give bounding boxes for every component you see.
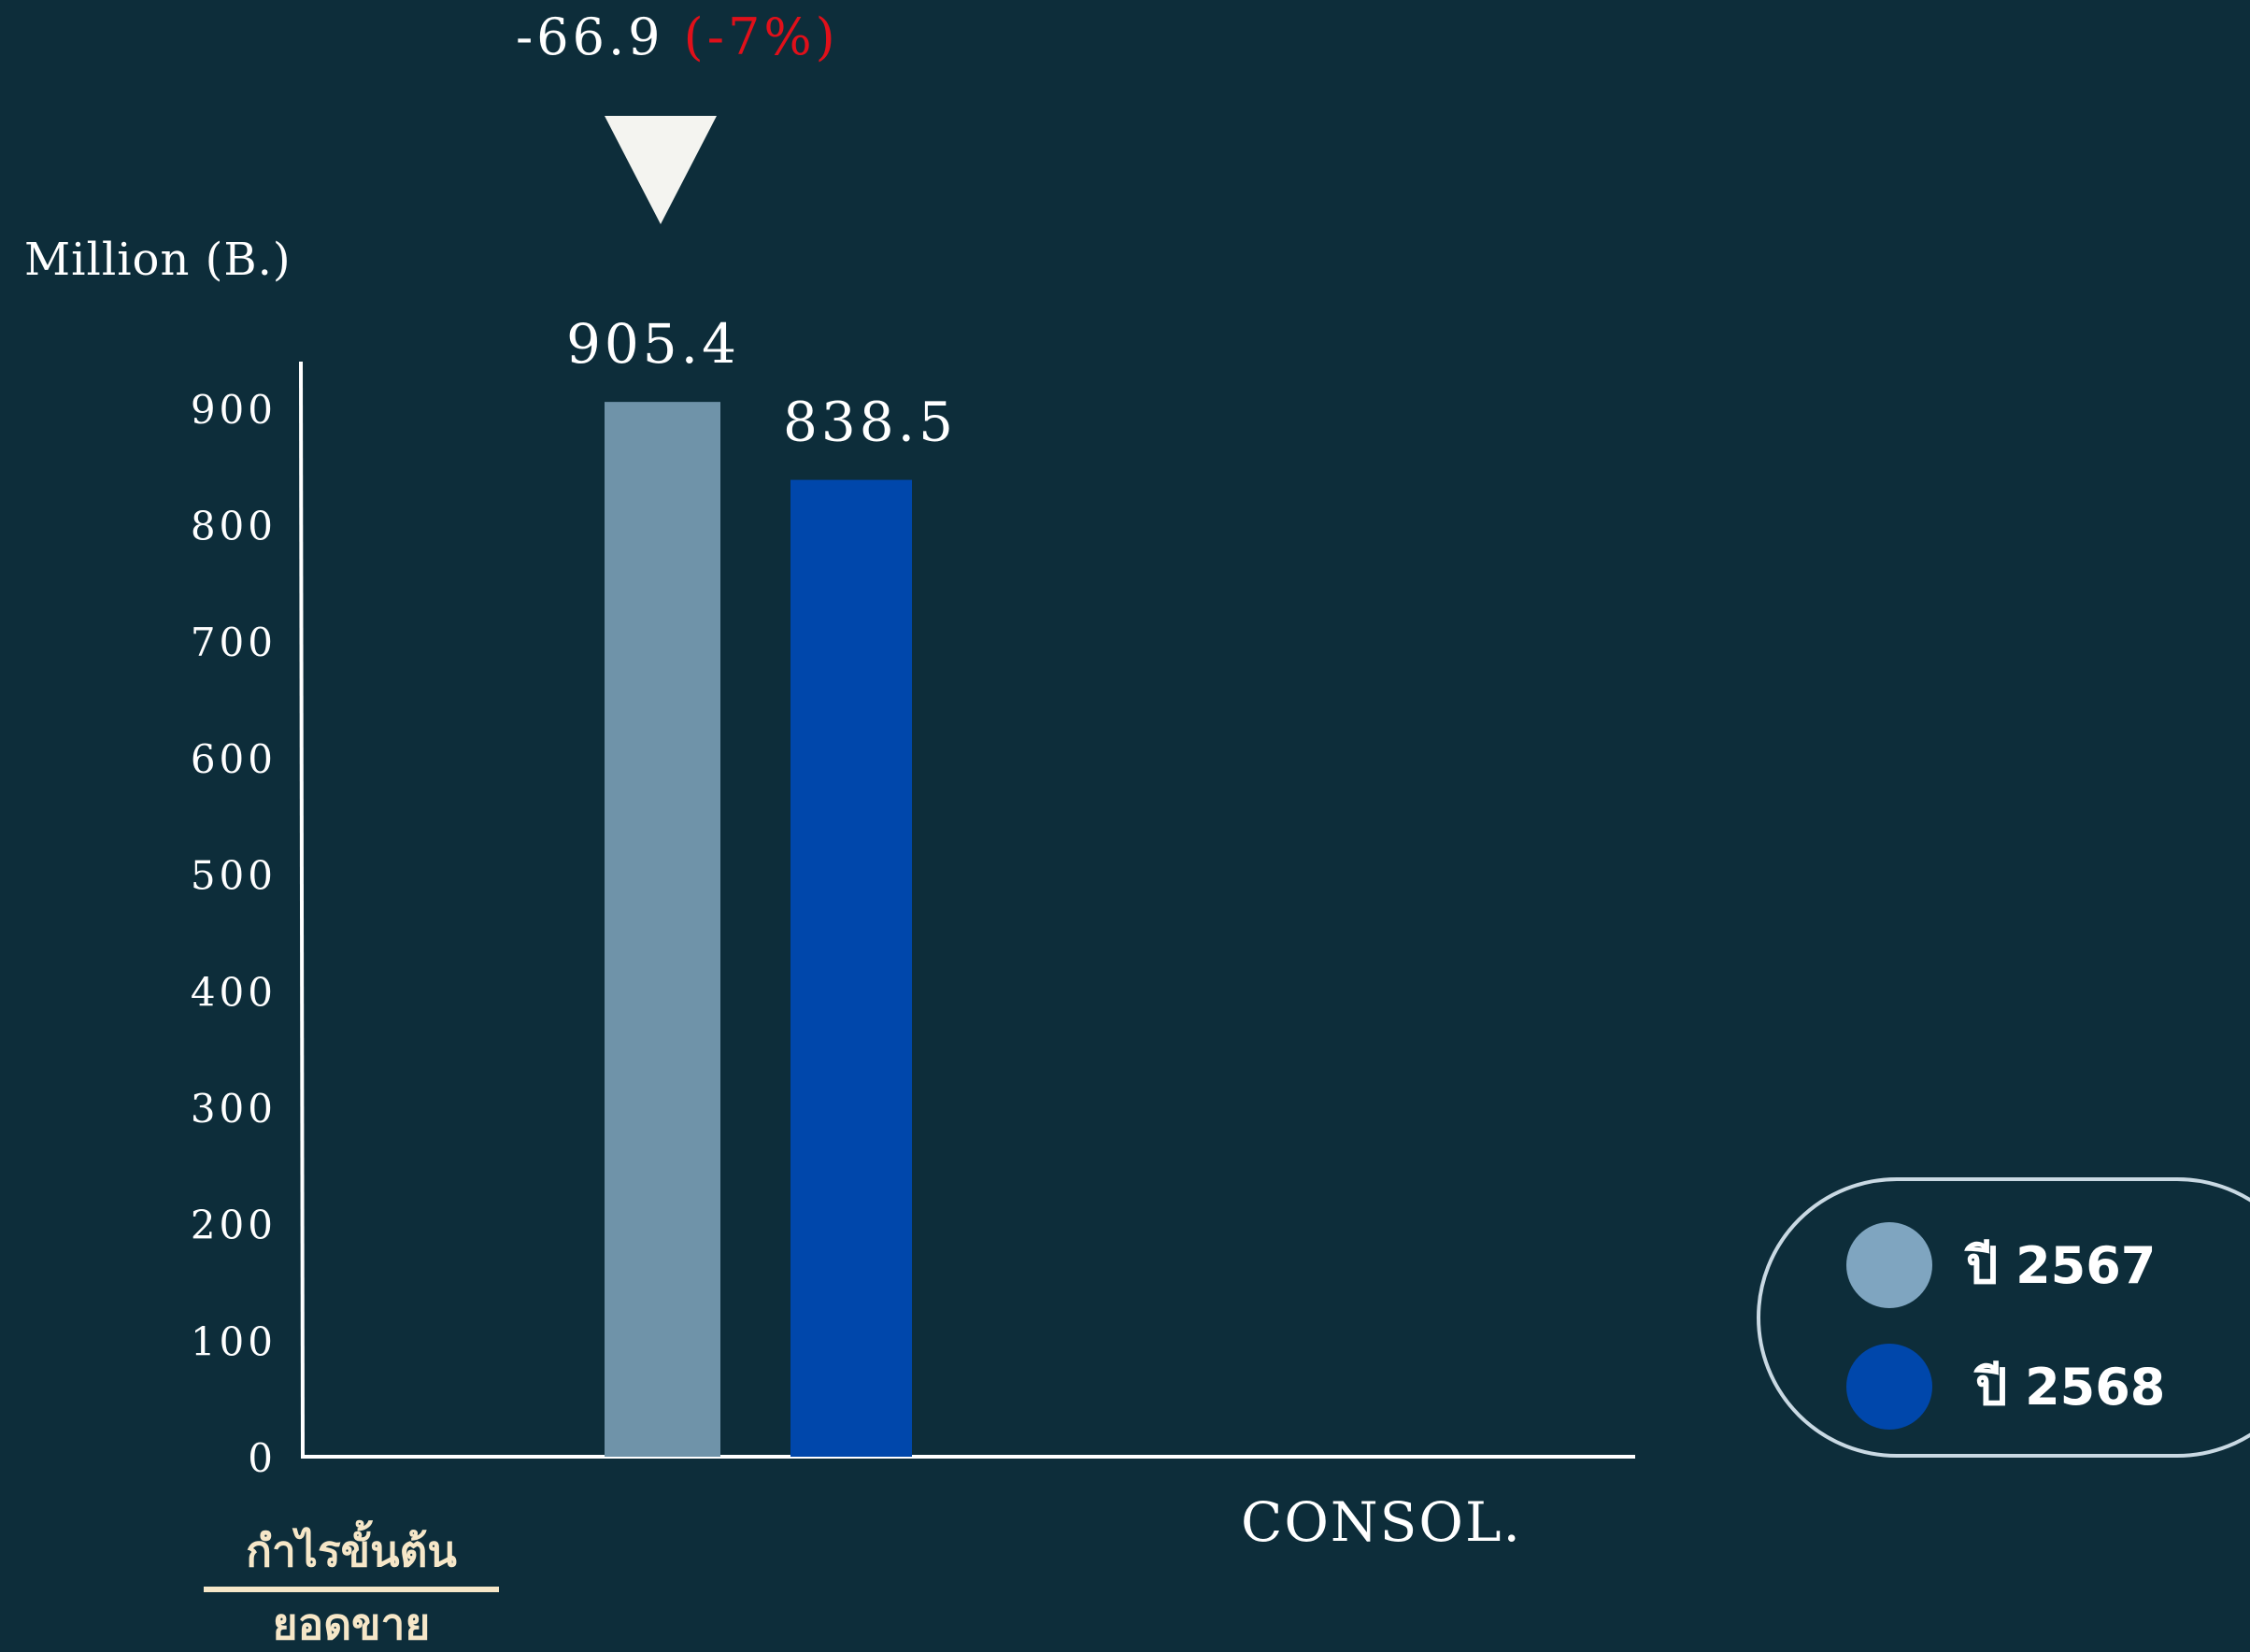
y-axis-ticks: 0 100 200 300 400 500 600 700 800 900 bbox=[191, 387, 277, 1481]
bar-series-0 bbox=[605, 402, 720, 1457]
ratio-divider bbox=[204, 1587, 499, 1592]
down-triangle-icon bbox=[605, 116, 717, 224]
legend-swatch-2567 bbox=[1846, 1222, 1932, 1308]
ratio-label: กำไรขั้นต้น ยอดขาย bbox=[204, 1523, 499, 1652]
legend-item-2568: ปี 2568 bbox=[1846, 1344, 2165, 1430]
y-axis-unit-label: Million (B.) bbox=[24, 234, 292, 286]
ratio-denominator: ยอดขาย bbox=[272, 1599, 431, 1649]
bar-series-1 bbox=[790, 479, 912, 1458]
y-tick-label-700: 700 bbox=[191, 620, 277, 665]
y-tick-label-800: 800 bbox=[191, 504, 277, 549]
bar-value-label-0: 905.4 bbox=[566, 312, 740, 376]
bar-value-labels: 905.4 838.5 bbox=[566, 312, 957, 454]
y-axis-line bbox=[299, 361, 305, 1458]
legend-swatch-2568 bbox=[1846, 1344, 1932, 1430]
y-tick-label-0: 0 bbox=[248, 1435, 277, 1481]
legend-label-2568: ปี 2568 bbox=[1975, 1358, 2166, 1417]
ratio-numerator: กำไรขั้นต้น bbox=[246, 1526, 457, 1576]
y-tick-label-200: 200 bbox=[191, 1203, 277, 1248]
y-tick-label-400: 400 bbox=[191, 969, 277, 1015]
bars bbox=[605, 402, 912, 1458]
y-tick-label-100: 100 bbox=[191, 1318, 277, 1364]
legend: ปี 2567 ปี 2568 bbox=[1757, 1177, 2250, 1458]
y-tick-label-600: 600 bbox=[191, 736, 277, 782]
y-tick-label-500: 500 bbox=[191, 853, 277, 899]
y-tick-label-300: 300 bbox=[191, 1086, 277, 1132]
x-category-label: CONSOL. bbox=[1241, 1490, 1522, 1554]
legend-item-2567: ปี 2567 bbox=[1846, 1222, 2156, 1308]
legend-label-2567: ปี 2567 bbox=[1966, 1236, 2157, 1295]
change-annotation: -66.9 (-7%) bbox=[516, 7, 839, 66]
change-percent: (-7%) bbox=[683, 7, 839, 66]
change-value: -66.9 bbox=[516, 7, 664, 66]
bar-value-label-1: 838.5 bbox=[783, 391, 957, 454]
y-tick-label-900: 900 bbox=[191, 387, 277, 433]
